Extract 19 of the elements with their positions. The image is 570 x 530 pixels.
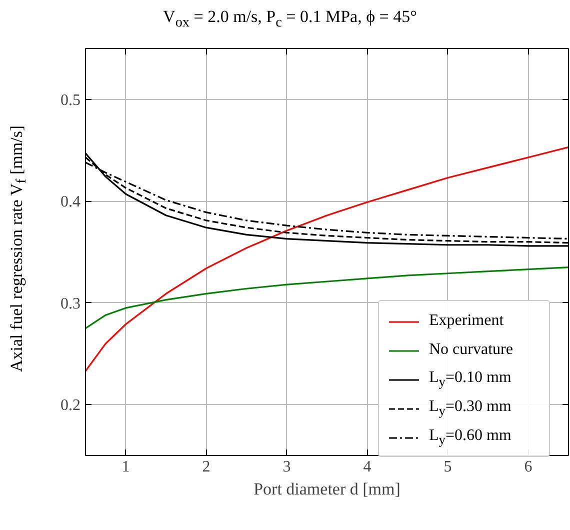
y-tick-label: 0.3 (60, 295, 80, 312)
y-tick-label: 0.4 (60, 194, 80, 211)
x-tick-label: 4 (363, 458, 372, 476)
line-series (86, 266, 568, 330)
x-tick-label: 6 (524, 458, 532, 476)
chart-title: V$_{ox}$ = 2.0 m/s, P$_{c}$ = 0.1 MPa, ϕ = 45° (162, 6, 418, 32)
x-tick-label: 3 (282, 458, 291, 476)
legend-label: Experiment (429, 311, 504, 332)
x-tick-label: 5 (444, 458, 452, 476)
x-tick-label: 2 (202, 458, 210, 476)
legend-label: L$_{y}$=0.10 mm (429, 368, 512, 392)
legend-label: No curvature (429, 340, 513, 360)
y-tick-label: 0.2 (60, 397, 80, 414)
x-tick-label: 1 (122, 458, 130, 476)
legend-label: L$_{y}$=0.30 mm (429, 397, 512, 421)
x-axis-title: Port diameter d [mm] (254, 480, 400, 498)
y-tick-label: 0.5 (60, 92, 80, 109)
legend-label: L$_{y}$=0.60 mm (429, 426, 512, 450)
line-series (86, 146, 568, 372)
